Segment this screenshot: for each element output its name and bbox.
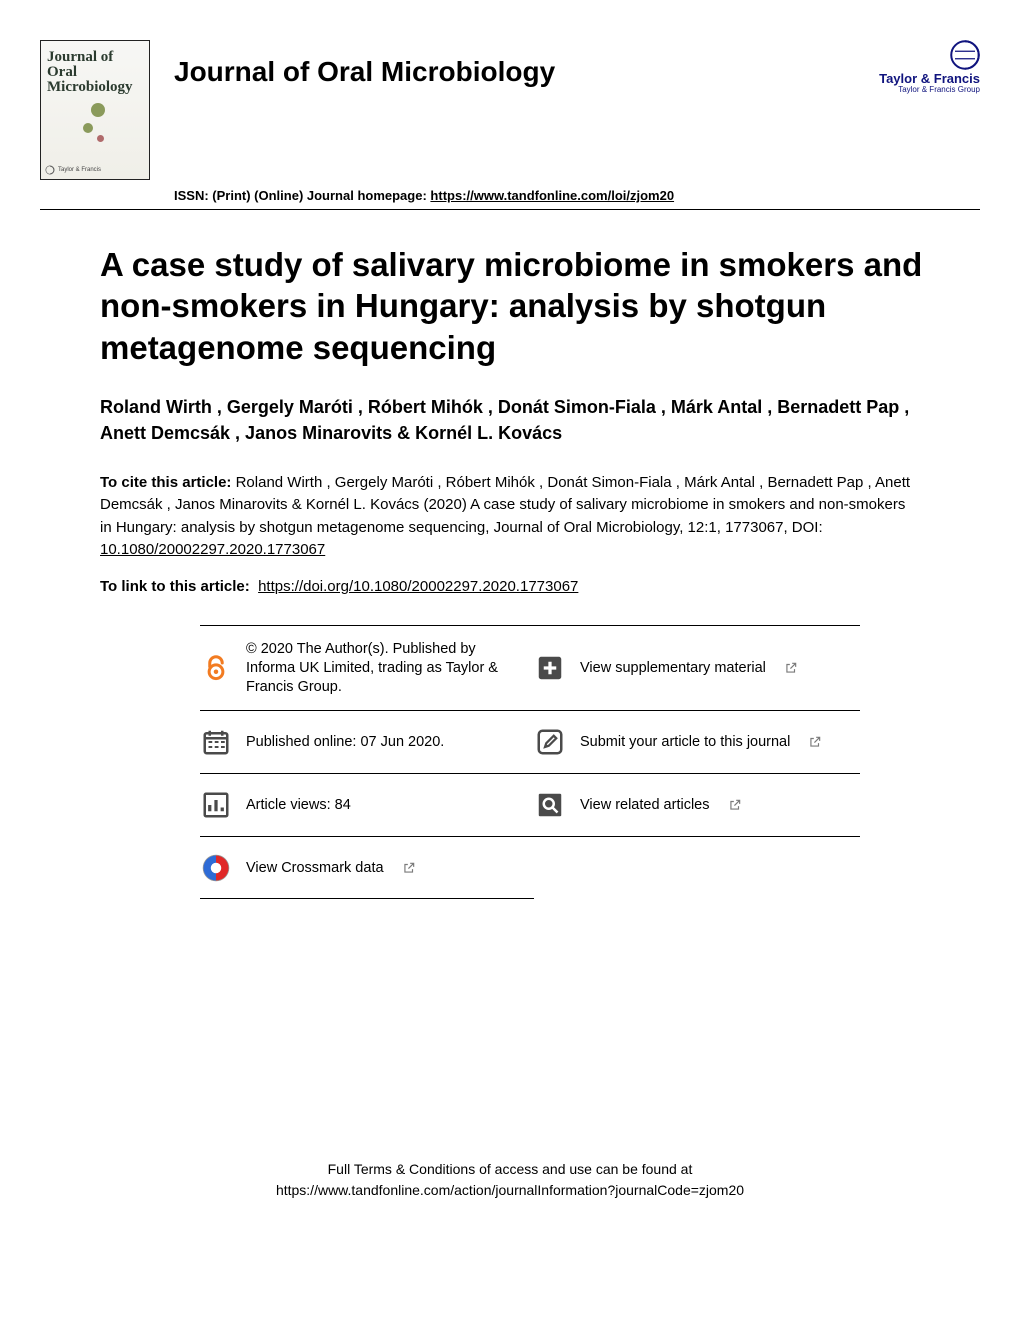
meta-row: © 2020 The Author(s). Published by Infor…: [200, 625, 860, 712]
related-link[interactable]: View related articles: [534, 774, 860, 836]
header: Journal of Oral Microbiology Taylor & Fr…: [40, 40, 980, 180]
views-cell: Article views: 84: [200, 774, 534, 836]
footer-line1: Full Terms & Conditions of access and us…: [40, 1159, 980, 1180]
publisher-logo: Taylor & Francis Taylor & Francis Group: [879, 40, 980, 95]
tf-logo-icon: [950, 40, 980, 70]
divider: [40, 209, 980, 210]
link-label: To link to this article:: [100, 578, 250, 595]
issn-label: ISSN: (Print) (Online) Journal homepage:: [174, 188, 427, 203]
publisher-name: Taylor & Francis: [879, 72, 980, 86]
crossmark-icon: [200, 852, 232, 884]
metadata-grid: © 2020 The Author(s). Published by Infor…: [200, 625, 860, 900]
open-access-cell: © 2020 The Author(s). Published by Infor…: [200, 626, 534, 711]
open-access-icon: [200, 652, 232, 684]
bar-chart-icon: [200, 789, 232, 821]
published-cell: Published online: 07 Jun 2020.: [200, 711, 534, 773]
cover-decoration: [83, 123, 93, 133]
publisher-tagline: Taylor & Francis Group: [898, 86, 980, 95]
external-link-icon: [728, 798, 742, 812]
article-title: A case study of salivary microbiome in s…: [100, 244, 960, 368]
plus-icon: [534, 652, 566, 684]
open-access-text: © 2020 The Author(s). Published by Infor…: [246, 640, 516, 697]
citation-block: To cite this article: Roland Wirth , Ger…: [100, 472, 920, 562]
calendar-icon: [200, 726, 232, 758]
footer-line2: https://www.tandfonline.com/action/journ…: [40, 1180, 980, 1201]
supplementary-text: View supplementary material: [580, 659, 766, 678]
crossmark-text: View Crossmark data: [246, 859, 384, 878]
pen-icon: [534, 726, 566, 758]
citation-doi[interactable]: 10.1080/20002297.2020.1773067: [100, 541, 325, 558]
crossmark-link[interactable]: View Crossmark data: [200, 837, 534, 899]
journal-title: Journal of Oral Microbiology: [174, 56, 855, 88]
external-link-icon: [402, 861, 416, 875]
external-link-icon: [784, 661, 798, 675]
cover-publisher-badge: Taylor & Francis: [45, 165, 101, 175]
meta-row: Article views: 84 View related articles: [200, 774, 860, 837]
views-text: Article views: 84: [246, 796, 351, 815]
cover-decoration: [97, 135, 104, 142]
meta-row: View Crossmark data: [200, 837, 860, 899]
meta-row: Published online: 07 Jun 2020. Submit yo…: [200, 711, 860, 774]
related-text: View related articles: [580, 796, 710, 815]
submit-text: Submit your article to this journal: [580, 733, 790, 752]
authors-list: Roland Wirth , Gergely Maróti , Róbert M…: [100, 394, 920, 446]
magnifier-icon: [534, 789, 566, 821]
journal-homepage-link[interactable]: https://www.tandfonline.com/loi/zjom20: [430, 188, 674, 203]
cover-badge-text: Taylor & Francis: [58, 167, 101, 173]
published-text: Published online: 07 Jun 2020.: [246, 733, 444, 752]
issn-row: ISSN: (Print) (Online) Journal homepage:…: [174, 188, 980, 203]
tf-small-icon: [45, 165, 55, 175]
citation-label: To cite this article:: [100, 474, 231, 491]
submit-link[interactable]: Submit your article to this journal: [534, 711, 860, 773]
supplementary-link[interactable]: View supplementary material: [534, 626, 860, 711]
external-link-icon: [808, 735, 822, 749]
cover-line: Microbiology: [47, 79, 143, 96]
journal-cover-thumbnail: Journal of Oral Microbiology Taylor & Fr…: [40, 40, 150, 180]
footer: Full Terms & Conditions of access and us…: [40, 1159, 980, 1201]
article-doi-link[interactable]: https://doi.org/10.1080/20002297.2020.17…: [258, 578, 578, 595]
cover-decoration: [91, 103, 105, 117]
link-block: To link to this article: https://doi.org…: [100, 578, 920, 595]
